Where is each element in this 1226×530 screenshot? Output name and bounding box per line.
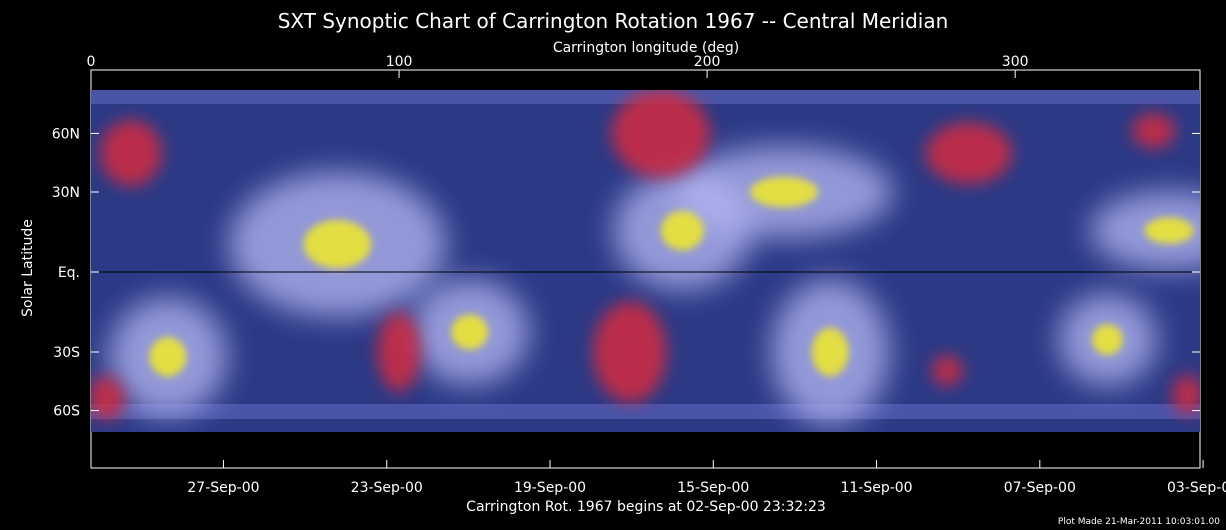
top-tick-label: 300 [1002,54,1029,70]
bottom-tick-label: 23-Sep-00 [351,480,423,496]
plot-made-footer: Plot Made 21-Mar-2011 10:03:01.00 [1058,517,1220,527]
coronal-hole [931,355,963,386]
y-axis-label: Solar Latitude [20,219,36,317]
top-axis-ticks: 0 100 200 300 [87,54,1029,78]
coronal-hole [611,90,711,178]
active-region [149,336,187,377]
coronal-hole [925,122,1013,184]
bottom-axis-ticks: 27-Sep-00 23-Sep-00 19-Sep-00 15-Sep-00 11-S… [187,460,1226,496]
y-tick-label: 60N [52,126,80,142]
top-tick-label: 100 [386,54,413,70]
chart-title: SXT Synoptic Chart of Carrington Rotatio… [278,9,949,33]
active-region [451,314,489,350]
coronal-holes-layer [91,90,1200,421]
top-tick-label: 0 [87,54,96,70]
bottom-tick-label: 15-Sep-00 [677,480,749,496]
bottom-tick-label: 03-Sep-00 [1167,480,1226,496]
active-region [1092,324,1123,356]
coronal-hole [91,376,125,421]
y-axis-ticks: 60N 30N Eq. 30S 60S [52,126,1200,420]
coronal-hole [1172,374,1200,415]
bottom-tick-label: 11-Sep-00 [840,480,912,496]
polar-band-south [91,404,1200,419]
y-tick-label: Eq. [58,265,80,281]
active-region [811,327,849,377]
coronal-hole [1132,113,1176,149]
coronal-hole [100,120,162,187]
y-tick-label: 30S [53,345,80,361]
active-cores-layer [149,176,1194,377]
bottom-tick-label: 07-Sep-00 [1004,480,1076,496]
y-tick-label: 60S [53,404,80,420]
bottom-axis-label: Carrington Rot. 1967 begins at 02-Sep-00… [466,499,826,515]
active-region [303,220,372,269]
y-tick-label: 30N [52,185,80,201]
synoptic-map [91,90,1200,432]
coronal-hole [593,301,668,403]
active-region [1144,217,1194,244]
bottom-tick-label: 27-Sep-00 [187,480,259,496]
top-axis-label: Carrington longitude (deg) [553,40,739,56]
active-region [660,210,705,251]
active-region [750,176,819,208]
bottom-tick-label: 19-Sep-00 [514,480,586,496]
coronal-hole [377,312,421,392]
top-tick-label: 200 [694,54,721,70]
